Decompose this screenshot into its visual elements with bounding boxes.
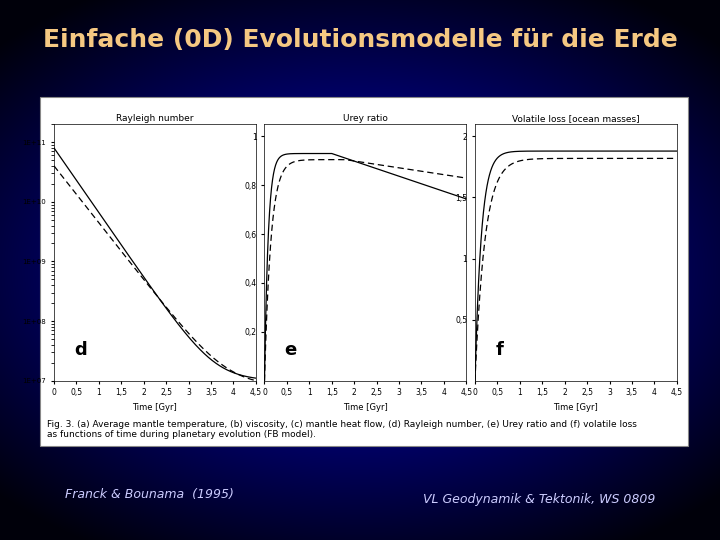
X-axis label: Time [Gyr]: Time [Gyr] [554,403,598,412]
Text: Fig. 3. (a) Average mantle temperature, (b) viscosity, (c) mantle heat flow, (d): Fig. 3. (a) Average mantle temperature, … [47,420,636,439]
Text: VL Geodynamik & Tektonik, WS 0809: VL Geodynamik & Tektonik, WS 0809 [423,493,655,506]
Text: f: f [495,341,503,359]
Text: e: e [284,341,297,359]
Text: Franck & Bounama  (1995): Franck & Bounama (1995) [65,488,234,501]
X-axis label: Time [Gyr]: Time [Gyr] [343,403,388,412]
Title: Rayleigh number: Rayleigh number [116,114,194,124]
Title: Volatile loss [ocean masses]: Volatile loss [ocean masses] [512,114,639,124]
Text: d: d [74,341,87,359]
X-axis label: Time [Gyr]: Time [Gyr] [132,403,177,412]
Text: Einfache (0D) Evolutionsmodelle für die Erde: Einfache (0D) Evolutionsmodelle für die … [42,29,678,52]
Title: Urey ratio: Urey ratio [343,114,388,124]
Bar [40,97,688,446]
